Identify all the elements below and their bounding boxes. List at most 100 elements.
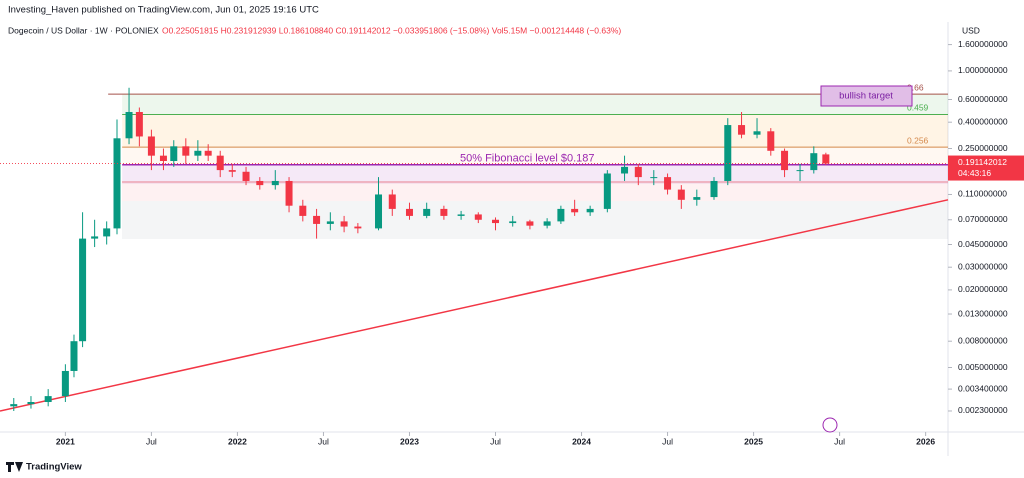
- candle-body: [375, 194, 383, 229]
- candle-body: [113, 138, 121, 229]
- y-tick-label: 0.110000000: [958, 189, 1007, 199]
- candle-body: [423, 208, 431, 216]
- candle-body: [70, 341, 78, 371]
- candle-body: [27, 402, 35, 405]
- candle-body: [326, 221, 334, 224]
- target-box: [820, 85, 913, 107]
- currency: USD: [962, 25, 980, 35]
- icon: [822, 417, 838, 433]
- x-tick-label: Jul: [490, 436, 501, 446]
- fib-zone: [122, 147, 949, 165]
- candle-body: [44, 396, 52, 403]
- candle-body: [354, 226, 362, 229]
- fib-label: 0.256: [907, 135, 929, 145]
- y-tick-label: 1.000000000: [958, 65, 1008, 75]
- candle-body: [586, 208, 594, 213]
- candle-body: [796, 170, 804, 172]
- candle-body: [135, 111, 143, 137]
- candle-body: [767, 131, 775, 151]
- x-tick-label: Jul: [834, 436, 845, 446]
- candle-body: [724, 125, 732, 181]
- candle-body: [650, 177, 658, 179]
- candle-body: [170, 146, 178, 162]
- candle-body: [256, 180, 264, 186]
- candle-body: [492, 219, 500, 224]
- publisher: Investing_Haven published on TradingView…: [8, 5, 319, 16]
- y-tick-label: 0.400000000: [958, 116, 1008, 126]
- ohlc: O0.225051815 H0.231912939 L0.186108840 C…: [162, 25, 621, 35]
- x-tick-label: 2026: [916, 436, 935, 446]
- y-tick-label: 0.013000000: [958, 308, 1008, 318]
- candle-body: [79, 238, 87, 342]
- candle-body: [285, 180, 293, 206]
- candle-body: [543, 221, 551, 226]
- y-tick-label: 0.030000000: [958, 261, 1008, 271]
- y-tick-label: 0.008000000: [958, 335, 1008, 345]
- candle-body: [810, 153, 818, 171]
- logo: [6, 462, 23, 472]
- y-tick-label: 0.250000000: [958, 143, 1008, 153]
- candle-body: [693, 197, 701, 200]
- y-tick-label: 1.600000000: [958, 39, 1008, 49]
- target-label: bullish target: [839, 91, 893, 102]
- candle-body: [405, 208, 413, 216]
- x-tick-label: 2021: [56, 436, 75, 446]
- candle-body: [634, 166, 642, 178]
- chart-title: Dogecoin / US Dollar · 1W · POLONIEX: [8, 25, 159, 35]
- x-tick-label: 2024: [572, 436, 591, 446]
- price-tag: [948, 155, 1024, 181]
- fib-zone: [122, 201, 948, 239]
- y-tick-label: 0.005000000: [958, 362, 1008, 372]
- y-tick-label: 0.020000000: [958, 284, 1008, 294]
- candle-body: [299, 205, 307, 216]
- candle-body: [182, 146, 190, 156]
- footer: TradingView: [26, 462, 82, 473]
- candle-body: [603, 173, 611, 209]
- candle-body: [271, 180, 279, 186]
- candle-body: [242, 171, 250, 181]
- countdown: 04:43:16: [958, 168, 991, 178]
- candle-body: [664, 177, 672, 190]
- x-tick-label: 2025: [744, 436, 763, 446]
- candle-body: [61, 370, 69, 397]
- candle-body: [474, 214, 482, 220]
- candle-body: [194, 150, 202, 156]
- candle-body: [388, 194, 396, 209]
- x-tick-label: Jul: [146, 436, 157, 446]
- fib-50-label: 50% Fibonacci level $0.187: [460, 153, 595, 165]
- candle-body: [340, 221, 348, 227]
- candle-body: [509, 221, 517, 224]
- x-tick-label: 2022: [228, 436, 247, 446]
- candle-body: [781, 150, 789, 171]
- price-label: 0.191142012: [958, 157, 1007, 167]
- candle-body: [557, 208, 565, 222]
- candle-body: [216, 155, 224, 171]
- trendline: [0, 199, 949, 412]
- candle-body: [526, 221, 534, 226]
- candle-body: [10, 404, 18, 407]
- fib-label: 0.459: [907, 103, 929, 113]
- y-tick-label: 0.003400000: [958, 383, 1008, 393]
- fib-zone: [122, 183, 948, 201]
- y-tick-label: 0.045000000: [958, 239, 1008, 249]
- candle-body: [204, 150, 212, 156]
- candle-body: [91, 236, 99, 239]
- fib-zone: [122, 94, 949, 115]
- y-tick-label: 0.002300000: [958, 405, 1008, 415]
- candle-body: [753, 131, 761, 135]
- candle-body: [125, 111, 133, 139]
- candle-body: [677, 189, 685, 200]
- candle-body: [457, 214, 465, 216]
- x-tick-label: Jul: [318, 436, 329, 446]
- x-tick-label: 2023: [400, 436, 419, 446]
- candle-body: [103, 228, 111, 237]
- x-tick-label: Jul: [662, 436, 673, 446]
- y-tick-label: 0.600000000: [958, 94, 1008, 104]
- candle-body: [313, 215, 321, 224]
- candle-body: [738, 125, 746, 135]
- candle-body: [822, 154, 830, 164]
- fib-zone: [122, 164, 949, 184]
- candle-body: [159, 155, 167, 162]
